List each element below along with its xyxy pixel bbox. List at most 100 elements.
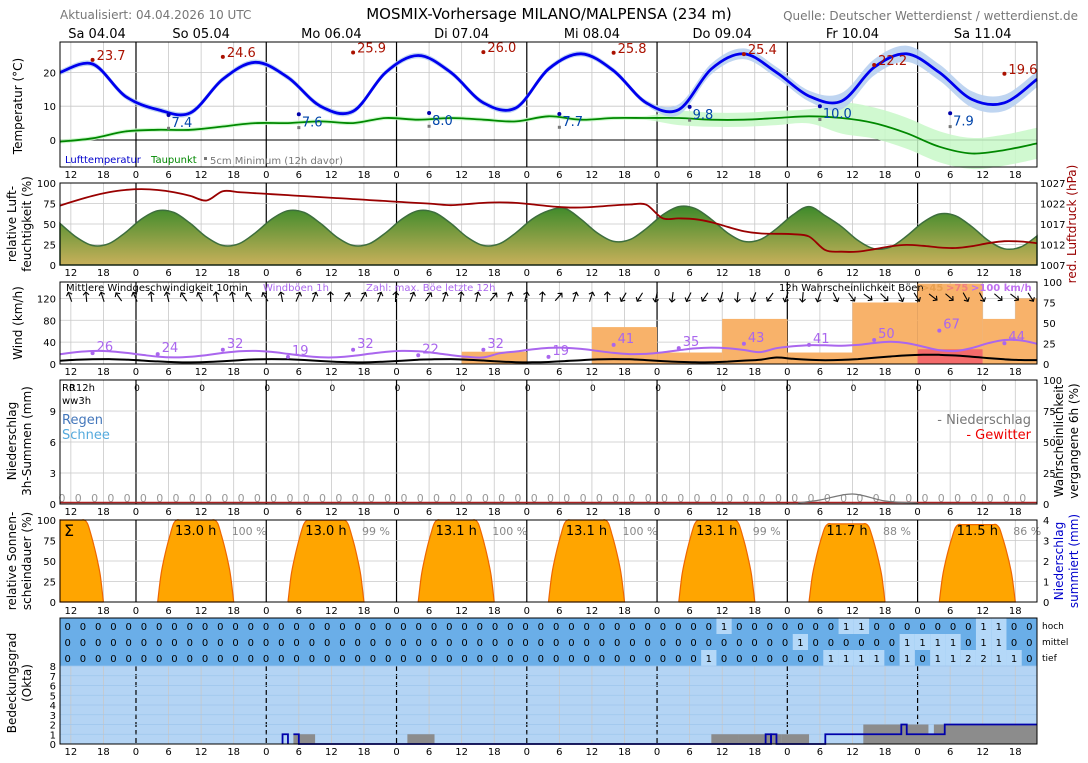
cloud-cell-value: 0 [217,622,223,633]
cloud-cell-highlight [899,634,915,650]
arrow-shaft [719,292,724,302]
sunshine-area [808,523,886,603]
min-temp-marker [817,104,822,109]
cloud-cell-value: 0 [919,622,925,633]
arrow-shaft [246,292,253,302]
wind-y-tick: 120 [37,294,56,305]
max-temp-label: 23.7 [97,49,126,64]
arrow-shaft [751,292,757,302]
panel-frame-temp [59,41,1038,168]
gust-max-label: 50 [878,327,895,342]
legend-prob75: >75 [946,283,968,294]
cloud-cell-value: 1 [843,622,849,633]
rr12h-label: RR12h [62,383,95,394]
cloud-cell-value: 0 [339,654,345,665]
precip-3h-value: 0 [922,492,929,505]
cloud-cell-value: 0 [354,622,360,633]
arrow-shaft [197,292,204,302]
cloud-cell-value: 0 [706,622,712,633]
sunshine-hours-label: 11.7 h [826,524,867,539]
prec-y-tick: 9 [50,407,56,418]
precip-prob-axis-label: Wahrscheinlichkeit [1052,384,1066,497]
x-tick-label: 6 [556,507,562,518]
panel-frames [59,41,1038,745]
cloud-cell-value: 2 [965,654,971,665]
cloud-cell-value: 0 [248,638,254,649]
sun-y-tick: 0 [50,598,56,609]
cloud-cell-value: 0 [354,654,360,665]
cloud-cell-value: 0 [110,622,116,633]
cloud-cell-value: 1 [706,654,712,665]
arrow-head [442,291,449,297]
wind-direction-arrow [782,292,789,303]
wind-direction-arrow [523,291,530,302]
precip-3h-value: 0 [172,492,179,505]
wind-direction-arrow [766,292,774,302]
cloud-cell-value: 0 [538,638,544,649]
x-tick-label: 6 [556,367,562,378]
wind-direction-arrow [962,292,970,303]
ww3h-label: ww3h [62,396,91,407]
x-tick-label: 12 [195,170,208,181]
x-tick-label: 18 [227,747,240,758]
arrow-head [311,291,319,297]
cloud-cell-value: 0 [553,654,559,665]
cloud-row-tief [60,650,1037,666]
temp-y-tick: 20 [43,68,56,79]
sunshine-hours-label: 13.0 h [175,524,216,539]
cloud-cell-highlight [899,650,915,666]
rr12h-value: 0 [851,384,857,394]
arrow-head [147,291,155,296]
cloud-cell-value: 0 [248,622,254,633]
x-tick-label: 18 [358,606,371,617]
gust-max-label: 44 [1008,330,1025,345]
cloud-cell-value: 0 [263,622,269,633]
cloud-cell-value: 0 [431,654,437,665]
gust-prob-y-tick: 0 [1043,360,1049,371]
x-tick-label: 12 [846,170,859,181]
cloud-cell-value: 0 [64,638,70,649]
arrow-shaft [262,292,269,302]
x-tick-label: 12 [455,606,468,617]
cloud-cover-block [407,734,435,744]
x-tick-label: 18 [358,367,371,378]
x-tick-label: 0 [784,606,790,617]
pressure-y-tick: 1027 [1040,179,1065,190]
precip-3h-value: 0 [124,492,131,505]
gust-max-label: 41 [813,332,830,347]
max-temp-label: 26.0 [487,41,516,56]
cloud-cell-value: 0 [324,654,330,665]
dewpoint-line [59,115,1038,155]
wind-direction-arrow [343,292,351,302]
cloud-cell-value: 0 [690,638,696,649]
precip-3h-value: 0 [400,492,407,505]
cloud-cell-value: 0 [782,638,788,649]
arrow-shaft [832,292,838,302]
cloud-cell-highlight [945,634,961,650]
ground-min-marker [688,118,692,122]
arrow-head [523,291,530,297]
arrow-head [932,295,938,302]
cloud-y-tick: 6 [50,682,56,693]
x-tick-label: 12 [325,606,338,617]
min-temp-label: 9.8 [693,108,714,123]
x-tick-label: 12 [64,170,77,181]
legend-dew: Taupunkt [150,155,197,166]
arrow-head [963,297,970,303]
sun-y-tick: 100 [37,516,56,527]
x-tick-label: 0 [263,606,269,617]
cloud-cell-value: 0 [660,622,666,633]
cloud-cell-highlight [975,650,992,666]
cloud-cell-value: 0 [507,654,513,665]
rr12h-value: 0 [655,384,661,394]
arrow-head [327,291,334,296]
x-tick-label: 6 [817,170,823,181]
cloud-cover-block [711,734,739,744]
x-tick-label: 18 [618,606,631,617]
cloud-cell-value: 1 [904,654,910,665]
wind-direction-arrow [652,291,660,303]
rr12h-value: 0 [330,384,336,394]
panel-frame-cloud [59,617,1038,745]
cloud-axis-label-2: (Okta) [20,664,34,702]
arrow-head [734,298,741,303]
